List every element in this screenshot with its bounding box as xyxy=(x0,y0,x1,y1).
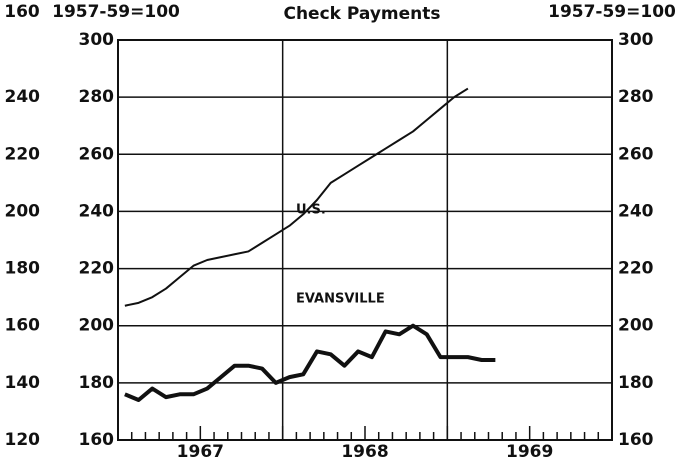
y-tick-label: 300 xyxy=(79,30,115,50)
y2-tick-label: 300 xyxy=(618,30,654,50)
y2-tick-label: 260 xyxy=(618,144,654,164)
y2-tick-label: 280 xyxy=(618,87,654,107)
outer-tick-label: 220 xyxy=(5,144,41,164)
x-tick-label: 1967 xyxy=(177,442,224,458)
outer-tick-label: 240 xyxy=(5,87,41,107)
y2-tick-label: 160 xyxy=(618,430,654,450)
outer-tick-label: 160 xyxy=(5,316,41,336)
y-tick-label: 220 xyxy=(79,259,115,279)
x-tick-label: 1968 xyxy=(341,442,388,458)
y-tick-label: 200 xyxy=(79,316,115,336)
y2-tick-label: 200 xyxy=(618,316,654,336)
y-tick-label: 260 xyxy=(79,144,115,164)
outer-tick-label: 180 xyxy=(5,259,41,279)
y-tick-label: 160 xyxy=(79,430,115,450)
chart-title: Check Payments xyxy=(283,4,440,24)
y2-axis-label: 1957-59=100 xyxy=(548,2,676,22)
series-label: EVANSVILLE xyxy=(296,292,385,307)
outer-tick-label: 200 xyxy=(5,201,41,221)
outer-tick-label: 140 xyxy=(5,373,41,393)
y2-tick-label: 220 xyxy=(618,259,654,279)
y-tick-label: 180 xyxy=(79,373,115,393)
y-axis-label: 1957-59=100 xyxy=(52,2,180,22)
outer-tick-label: 120 xyxy=(5,430,41,450)
y-tick-label: 240 xyxy=(79,201,115,221)
y2-tick-label: 240 xyxy=(618,201,654,221)
series-line xyxy=(124,323,496,402)
series-line xyxy=(124,87,469,307)
y-tick-label: 280 xyxy=(79,87,115,107)
x-tick-label: 1969 xyxy=(506,442,553,458)
y2-tick-label: 180 xyxy=(618,373,654,393)
outer-top-label: 160 xyxy=(4,2,40,22)
plot-frame xyxy=(117,39,613,441)
series-label: U.S. xyxy=(296,203,326,218)
